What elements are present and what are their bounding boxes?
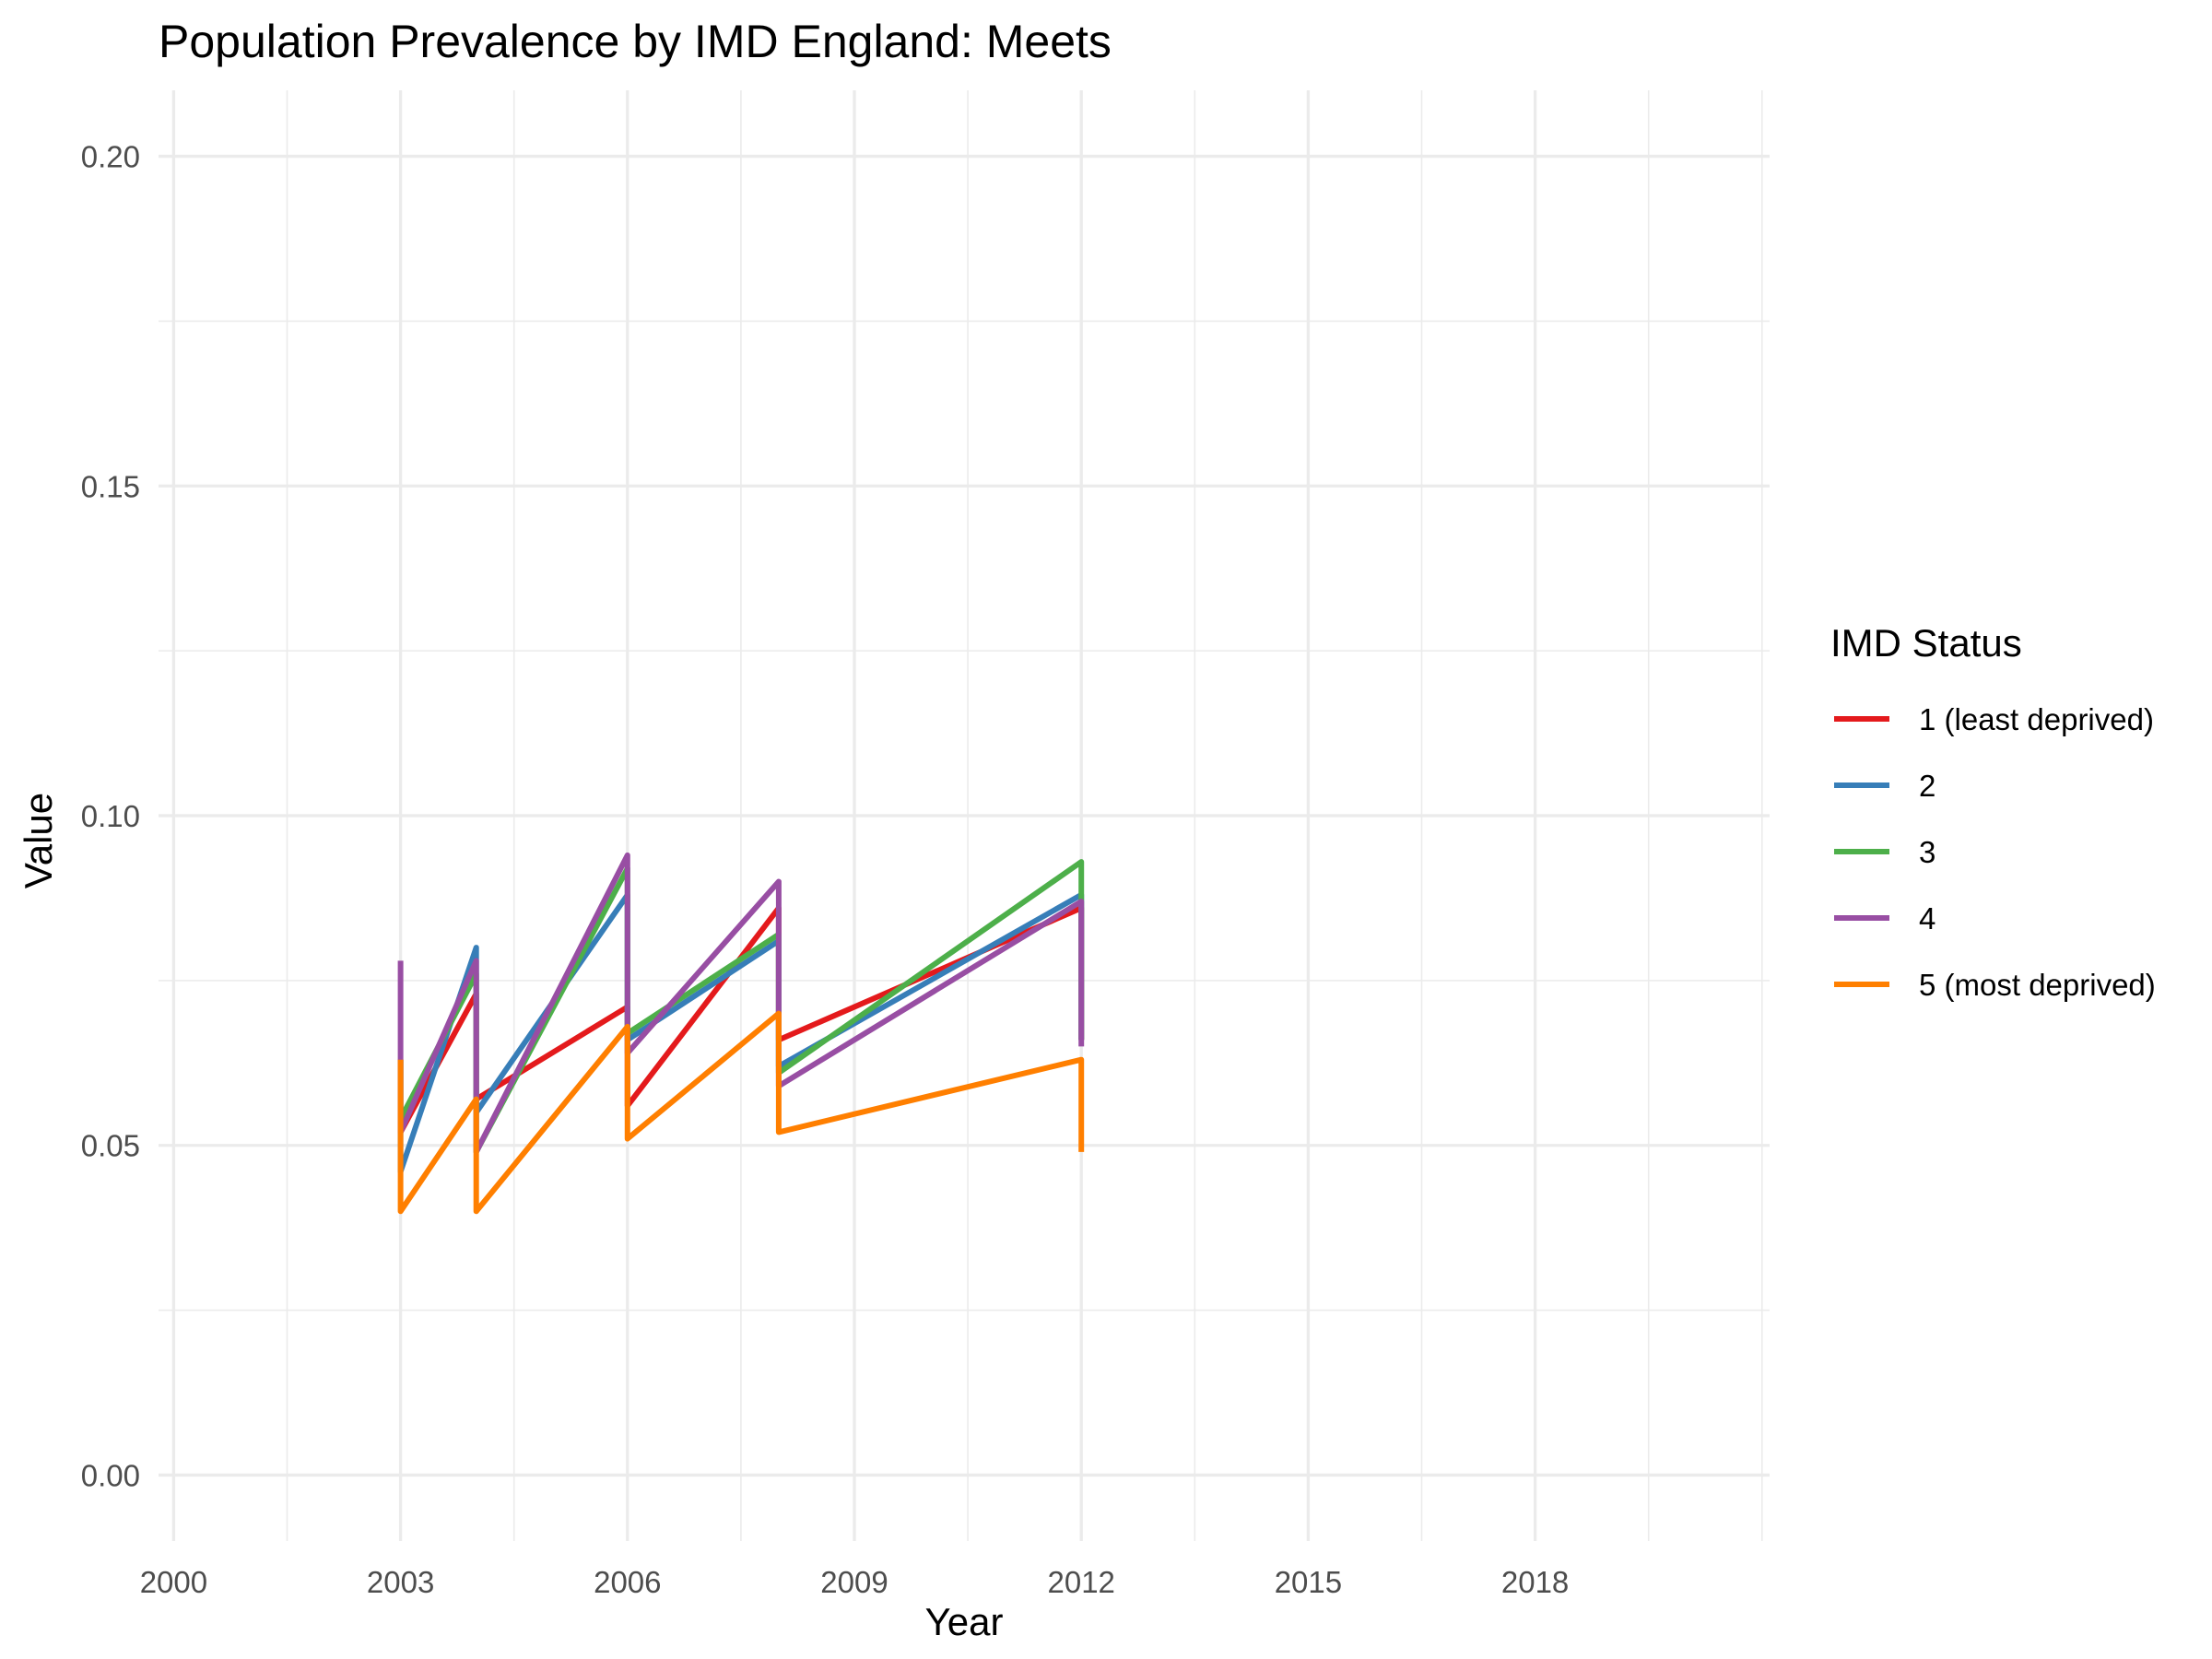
- series-line-5: [397, 1010, 1085, 1215]
- y-tick-label: 0.05: [81, 1129, 140, 1163]
- legend-label: 2: [1919, 769, 1936, 803]
- x-tick-label: 2015: [1275, 1565, 1342, 1599]
- plot-grid: [159, 90, 1770, 1541]
- y-tick-label: 0.15: [81, 469, 140, 503]
- x-tick-label: 2012: [1047, 1565, 1114, 1599]
- x-tick-label: 2003: [367, 1565, 434, 1599]
- series-line-4: [397, 852, 1085, 1155]
- legend-label: 5 (most deprived): [1919, 968, 2156, 1002]
- y-tick-label: 0.10: [81, 799, 140, 833]
- x-axis-tick-labels: 2000 2003 2006 2009 2012 2015 2018: [140, 1565, 1570, 1599]
- y-tick-label: 0.00: [81, 1458, 140, 1492]
- x-tick-label: 2009: [820, 1565, 888, 1599]
- x-tick-label: 2000: [140, 1565, 207, 1599]
- legend-title: IMD Status: [1830, 621, 2022, 665]
- y-axis-tick-labels: 0.00 0.05 0.10 0.15 0.20: [81, 140, 140, 1493]
- x-tick-label: 2018: [1501, 1565, 1569, 1599]
- series-lines: [397, 852, 1085, 1215]
- x-axis-title: Year: [925, 1600, 1004, 1643]
- legend: IMD Status 1 (least deprived) 2 3 4 5 (most …: [1830, 621, 2156, 1002]
- y-axis-title: Value: [17, 793, 60, 888]
- x-tick-label: 2006: [594, 1565, 661, 1599]
- chart-title: Population Prevalence by IMD England: Me…: [159, 16, 1112, 67]
- legend-label: 3: [1919, 835, 1936, 869]
- legend-label: 1 (least deprived): [1919, 702, 2154, 736]
- y-tick-label: 0.20: [81, 140, 140, 174]
- legend-label: 4: [1919, 901, 1936, 935]
